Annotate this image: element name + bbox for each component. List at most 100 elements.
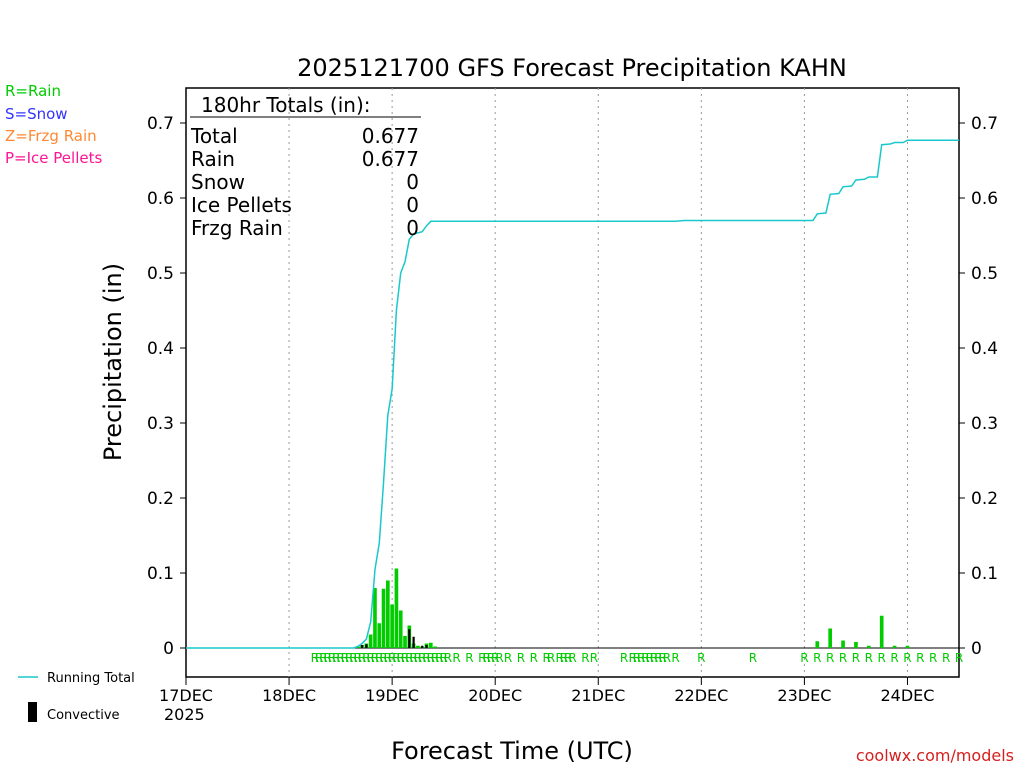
- ptype-letter: R: [826, 651, 834, 665]
- precip-bar: [394, 568, 399, 648]
- totals-row-value: 0.677: [362, 124, 419, 148]
- series-legend: Running Total Convective: [18, 671, 135, 723]
- chart-title: 2025121700 GFS Forecast Precipitation KA…: [297, 54, 847, 82]
- ptype-letter: R: [444, 651, 452, 665]
- convective-bar: [408, 629, 411, 648]
- totals-box: 180hr Totals (in): Total 0.677 Rain 0.67…: [190, 93, 421, 240]
- ptype-letter: R: [942, 651, 950, 665]
- convective-bar: [360, 645, 364, 648]
- x-tick-label: 18DEC: [262, 686, 316, 705]
- precip-bar: [386, 580, 390, 648]
- ptype-letter: R: [379, 651, 387, 665]
- running-total-legend-label: Running Total: [47, 671, 135, 686]
- precip-bar: [428, 642, 433, 648]
- totals-row-label: Frzg Rain: [191, 216, 283, 240]
- ptype-letter: R: [530, 651, 538, 665]
- precip-bar: [841, 640, 845, 648]
- precip-bar: [416, 645, 420, 648]
- precip-bar: [892, 645, 897, 648]
- ptype-letter: R: [839, 651, 847, 665]
- precip-bars: [355, 568, 910, 648]
- y-tick-label-right: 0.6: [971, 189, 998, 209]
- y-tick-label-right: 0: [971, 639, 982, 659]
- ptype-letter: R: [362, 651, 370, 665]
- ptype-letter: R: [414, 651, 422, 665]
- ptype-letter: R: [319, 651, 327, 665]
- ptype-letter: R: [439, 651, 447, 665]
- ptype-letter: R: [659, 651, 667, 665]
- ptype-letter: R: [375, 651, 383, 665]
- ptype-letter: R: [903, 651, 911, 665]
- ptype-letter: R: [349, 651, 357, 665]
- x-tick-label: 21DEC: [571, 686, 625, 705]
- ptype-letter: R: [628, 651, 636, 665]
- y-tick-label-right: 0.7: [971, 114, 998, 134]
- ptype-letter: R: [332, 651, 340, 665]
- x-tick-label: 24DEC: [880, 686, 934, 705]
- totals-row-label: Rain: [191, 147, 235, 171]
- ptype-letter: R: [749, 651, 757, 665]
- y-tick-label-right: 0.1: [971, 564, 998, 584]
- y-tick-label-left: 0.1: [147, 564, 174, 584]
- y-tick-label-left: 0.4: [147, 339, 174, 359]
- ptype-letter: R: [392, 651, 400, 665]
- totals-row: Rain 0.677: [191, 147, 419, 171]
- ptype-letter: R: [324, 651, 332, 665]
- ptype-letter: R: [637, 651, 645, 665]
- ptype-letter: R: [358, 651, 366, 665]
- y-tick-label-right: 0.2: [971, 489, 998, 509]
- ptype-letter: R: [405, 651, 413, 665]
- totals-row-label: Snow: [191, 170, 245, 194]
- totals-row-value: 0: [406, 216, 419, 240]
- ptype-letter: R: [654, 651, 662, 665]
- ptype-letter: R: [650, 651, 658, 665]
- ptype-letter: R: [697, 651, 705, 665]
- totals-row: Frzg Rain 0: [191, 216, 419, 240]
- x-tick-label: 22DEC: [674, 686, 728, 705]
- convective-bar: [421, 645, 424, 648]
- x-tick-label: 17DEC: [159, 686, 213, 705]
- precip-bar: [403, 636, 407, 648]
- ptype-letter: R: [620, 651, 628, 665]
- y-axis-left: 0 0.1 0.2 0.3 0.4 0.5 0.6 0.7: [147, 114, 186, 659]
- ptype-letter: R: [435, 651, 443, 665]
- y-tick-label-right: 0.4: [971, 339, 998, 359]
- ptype-letter: R: [671, 651, 679, 665]
- ptype-letter: R: [371, 651, 379, 665]
- precip-bar: [398, 610, 403, 648]
- precip-bar: [879, 615, 884, 648]
- x-tick-label: 20DEC: [468, 686, 522, 705]
- precip-bar: [368, 634, 373, 648]
- y-axis-label: Precipitation (in): [99, 263, 127, 461]
- ptype-letter: R: [590, 651, 598, 665]
- precip-bar: [377, 623, 382, 648]
- ptype-letter: R: [336, 651, 344, 665]
- ptype-letter: R: [491, 651, 499, 665]
- ptype-letter: R: [929, 651, 937, 665]
- y-tick-label-left: 0: [163, 639, 174, 659]
- totals-row-label: Ice Pellets: [191, 193, 292, 217]
- ptype-letter: R: [852, 651, 860, 665]
- ptype-letter: R: [560, 651, 568, 665]
- ptype-letter: R: [547, 651, 555, 665]
- totals-row: Ice Pellets 0: [191, 193, 419, 217]
- ptype-letter: R: [568, 651, 576, 665]
- x-axis-year: 2025: [164, 705, 205, 724]
- y-tick-label-left: 0.2: [147, 489, 174, 509]
- y-axis-right: 0 0.1 0.2 0.3 0.4 0.5 0.6 0.7: [959, 114, 998, 659]
- y-tick-label-right: 0.5: [971, 264, 998, 284]
- ptype-letter: R: [890, 651, 898, 665]
- legend-ice-pellets: P=Ice Pellets: [5, 149, 102, 167]
- ptype-letter: R: [504, 651, 512, 665]
- ptype-letter: R: [813, 651, 821, 665]
- ptype-letter: R: [431, 651, 439, 665]
- ptype-letter: R: [422, 651, 430, 665]
- totals-row: Total 0.677: [190, 124, 419, 148]
- ptype-letter: R: [418, 651, 426, 665]
- x-tick-label: 23DEC: [777, 686, 831, 705]
- precip-bar: [381, 588, 386, 648]
- legend-rain: R=Rain: [5, 82, 61, 100]
- ptype-letter: R: [633, 651, 641, 665]
- ptype-letter: R: [384, 651, 392, 665]
- ptype-letter: R: [916, 651, 924, 665]
